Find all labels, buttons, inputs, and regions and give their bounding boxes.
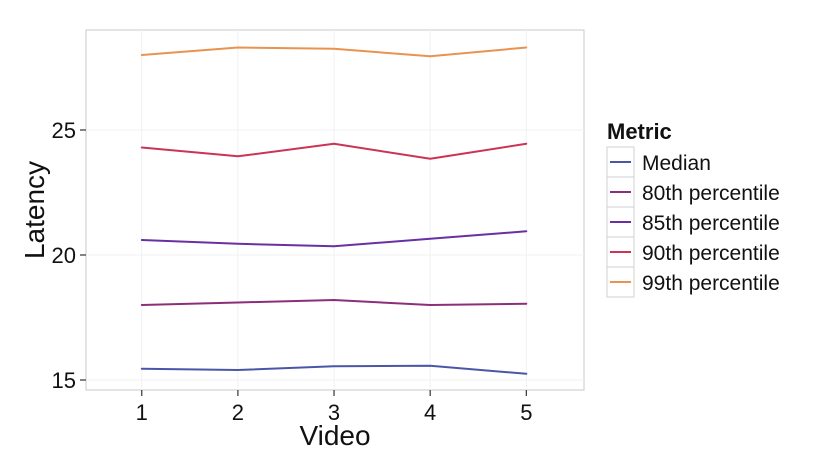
series-line-1 xyxy=(140,364,528,375)
legend-label-5: 99th percentile xyxy=(642,272,780,295)
x-tick-label-5: 5 xyxy=(520,400,532,425)
series-line-3 xyxy=(140,230,528,248)
series-line-4 xyxy=(140,142,528,160)
x-tick-label-3: 3 xyxy=(328,400,340,425)
series-lines xyxy=(140,46,528,375)
y-tick-label-3: 25 xyxy=(52,118,76,143)
series-line-5 xyxy=(140,46,528,58)
x-axis-title: Video xyxy=(299,420,370,451)
plot-panel xyxy=(85,29,585,391)
y-axis-title: Latency xyxy=(19,161,50,259)
legend-label-1: Median xyxy=(642,152,711,175)
x-tick-label-2: 2 xyxy=(232,400,244,425)
y-tick-label-1: 15 xyxy=(52,368,76,393)
axes: 1 2 3 4 5 15 20 25 xyxy=(52,118,533,425)
grid-lines xyxy=(86,30,584,390)
x-tick-label-4: 4 xyxy=(424,400,436,425)
legend-label-2: 80th percentile xyxy=(642,182,780,205)
legend-label-4: 90th percentile xyxy=(642,242,780,265)
series-line-2 xyxy=(140,299,528,306)
legend-label-3: 85th percentile xyxy=(642,212,780,235)
y-tick-label-2: 20 xyxy=(52,243,76,268)
x-tick-label-1: 1 xyxy=(136,400,148,425)
legend-title: Metric xyxy=(607,119,672,144)
legend: Metric Median 80th percentile 85th percent… xyxy=(606,119,780,298)
